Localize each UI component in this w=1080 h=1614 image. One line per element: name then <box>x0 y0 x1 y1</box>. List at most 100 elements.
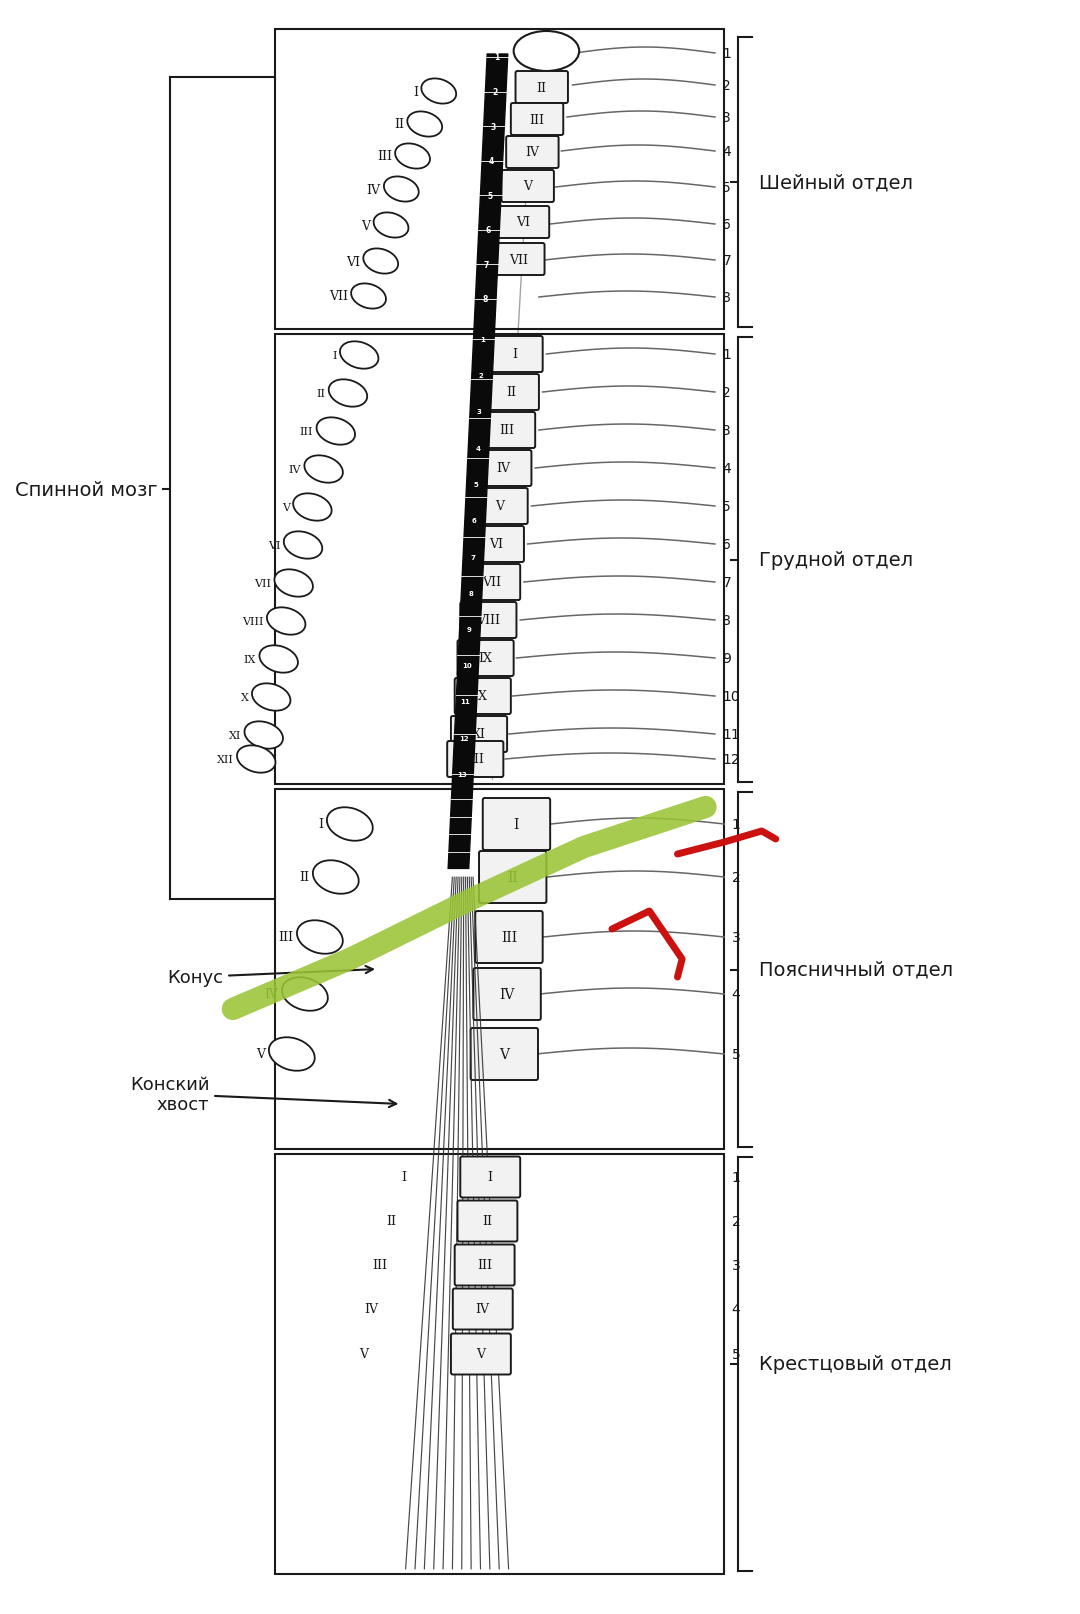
Ellipse shape <box>328 379 367 407</box>
Bar <box>275 789 725 1149</box>
Text: 7: 7 <box>484 261 489 270</box>
Text: VII: VII <box>254 579 271 589</box>
FancyBboxPatch shape <box>480 413 536 449</box>
Text: III: III <box>477 1259 492 1272</box>
Ellipse shape <box>274 570 313 597</box>
Text: IV: IV <box>288 465 301 475</box>
Text: IV: IV <box>265 988 279 1001</box>
FancyBboxPatch shape <box>455 1244 514 1286</box>
Text: VII: VII <box>329 291 348 303</box>
Ellipse shape <box>269 1038 314 1072</box>
Text: 4: 4 <box>723 462 731 476</box>
Ellipse shape <box>363 249 399 274</box>
Text: VI: VI <box>346 255 360 268</box>
Text: VII: VII <box>509 253 528 266</box>
Text: I: I <box>512 349 517 362</box>
Ellipse shape <box>316 418 355 445</box>
Text: VI: VI <box>268 541 281 550</box>
Bar <box>275 334 725 784</box>
Bar <box>275 1154 725 1574</box>
Text: VIII: VIII <box>476 613 500 628</box>
Text: 3: 3 <box>490 123 496 132</box>
Text: X: X <box>241 692 248 702</box>
FancyBboxPatch shape <box>483 799 550 851</box>
Text: IV: IV <box>367 184 381 197</box>
Text: IV: IV <box>497 462 511 475</box>
Text: Конус: Конус <box>167 967 373 986</box>
FancyBboxPatch shape <box>451 717 508 752</box>
Text: V: V <box>495 500 504 513</box>
Text: 2: 2 <box>723 386 731 400</box>
Text: IV: IV <box>499 988 515 1001</box>
Text: Поясничный отдел: Поясничный отдел <box>759 960 953 980</box>
Text: Грудной отдел: Грудной отдел <box>759 550 913 570</box>
Text: 5: 5 <box>732 1047 741 1062</box>
Text: III: III <box>377 150 392 163</box>
Text: 1: 1 <box>481 337 485 342</box>
FancyBboxPatch shape <box>453 1288 513 1330</box>
Text: II: II <box>299 872 310 884</box>
Text: 4: 4 <box>732 988 741 1001</box>
Text: 5: 5 <box>732 1348 741 1361</box>
Text: 5: 5 <box>723 181 731 195</box>
FancyBboxPatch shape <box>492 244 544 276</box>
FancyBboxPatch shape <box>458 641 514 676</box>
Text: IV: IV <box>525 147 539 160</box>
FancyBboxPatch shape <box>468 526 524 563</box>
Text: 10: 10 <box>462 663 472 668</box>
Text: IX: IX <box>244 655 256 665</box>
Text: III: III <box>279 931 294 944</box>
Text: V: V <box>362 220 370 232</box>
FancyBboxPatch shape <box>507 137 558 169</box>
Ellipse shape <box>297 920 342 954</box>
Text: II: II <box>394 118 404 131</box>
Text: Крестцовый отдел: Крестцовый отдел <box>759 1354 951 1374</box>
Text: 4: 4 <box>732 1302 741 1315</box>
Ellipse shape <box>305 457 342 483</box>
Text: XII: XII <box>217 754 233 765</box>
Text: 8: 8 <box>723 613 731 628</box>
Ellipse shape <box>340 342 378 370</box>
Text: 10: 10 <box>723 689 740 704</box>
Text: VIII: VIII <box>242 617 264 626</box>
FancyBboxPatch shape <box>458 1201 517 1241</box>
Text: IV: IV <box>364 1302 378 1315</box>
Text: 11: 11 <box>461 699 471 705</box>
Text: 2: 2 <box>478 373 484 379</box>
Text: 3: 3 <box>477 410 482 415</box>
Text: I: I <box>319 818 324 831</box>
Text: I: I <box>333 350 337 362</box>
Ellipse shape <box>282 978 328 1010</box>
Text: VI: VI <box>489 537 503 550</box>
Text: 4: 4 <box>489 157 494 166</box>
Text: II: II <box>537 81 546 95</box>
Text: 6: 6 <box>723 218 731 232</box>
Text: 1: 1 <box>723 347 731 362</box>
Text: I: I <box>514 818 519 831</box>
FancyBboxPatch shape <box>455 678 511 715</box>
Text: 4: 4 <box>723 145 731 158</box>
Text: 11: 11 <box>723 728 740 741</box>
Text: 2: 2 <box>732 870 741 884</box>
Text: I: I <box>488 1170 492 1183</box>
FancyBboxPatch shape <box>460 602 516 639</box>
Text: 5: 5 <box>487 192 492 200</box>
Ellipse shape <box>313 860 359 894</box>
Text: II: II <box>483 1215 492 1228</box>
Text: II: II <box>316 389 325 399</box>
Text: 3: 3 <box>723 424 731 437</box>
FancyBboxPatch shape <box>483 374 539 410</box>
Text: X: X <box>478 691 487 704</box>
Text: 8: 8 <box>469 591 473 597</box>
Ellipse shape <box>237 746 275 773</box>
Text: V: V <box>360 1348 368 1361</box>
Ellipse shape <box>407 113 442 137</box>
FancyBboxPatch shape <box>464 565 521 600</box>
Text: 6: 6 <box>486 226 490 236</box>
Text: XII: XII <box>465 754 485 767</box>
Text: IX: IX <box>478 652 492 665</box>
Text: 9: 9 <box>467 626 472 633</box>
Text: 2: 2 <box>492 89 498 97</box>
Text: 8: 8 <box>482 295 487 305</box>
Text: 5: 5 <box>723 500 731 513</box>
